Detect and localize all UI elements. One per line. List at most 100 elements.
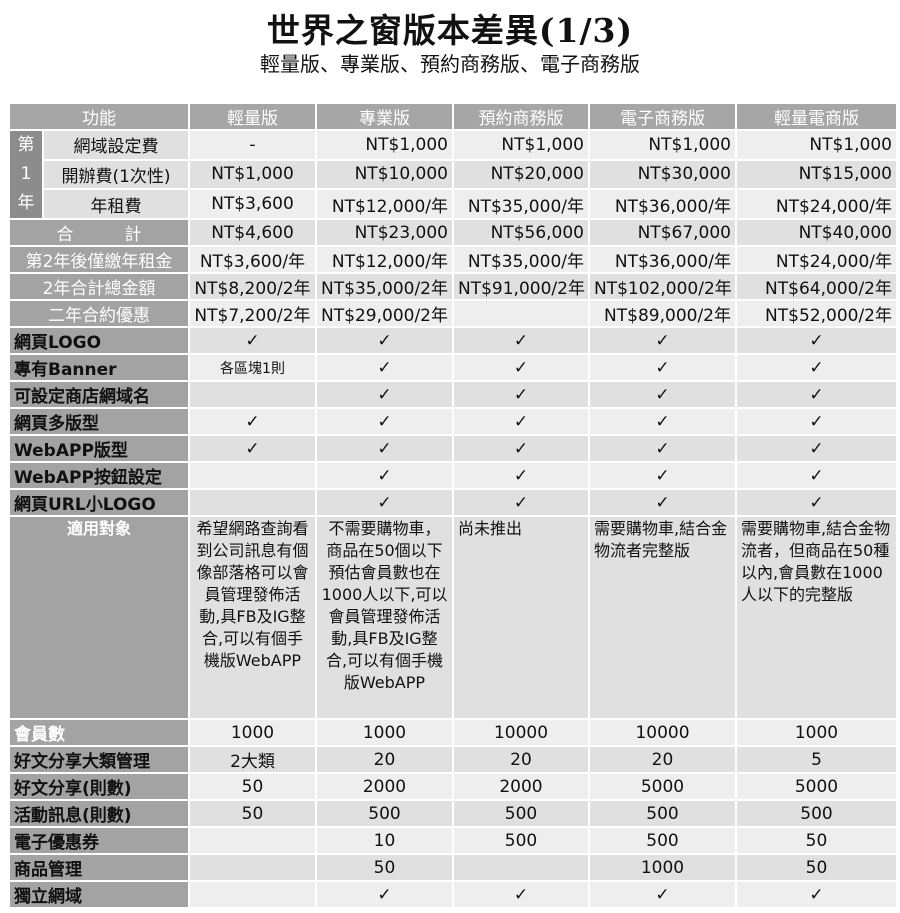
value-cell: NT$40,000 xyxy=(735,218,898,247)
value-cell: NT$1,000 xyxy=(735,129,898,161)
check-icon: ✓ xyxy=(452,461,590,490)
value-cell: - xyxy=(188,129,317,161)
value-cell xyxy=(188,380,317,409)
value-cell: 2000 xyxy=(315,772,454,801)
table-row: 年租費 NT$3,600 NT$12,000/年 NT$35,000/年 NT$36,0… xyxy=(9,188,898,220)
check-icon: ✓ xyxy=(315,353,454,382)
value-cell: NT$64,000/2年 xyxy=(735,272,898,301)
value-cell: NT$89,000/2年 xyxy=(588,299,737,328)
table-row: 網頁URL小LOGO ✓ ✓ ✓ ✓ xyxy=(8,488,898,517)
check-icon: ✓ xyxy=(588,353,737,382)
check-icon: ✓ xyxy=(315,326,454,355)
audience-cell: 不需要購物車，商品在50個以下預估會員數也在1000人以下,可以會員管理發佈活動… xyxy=(315,515,454,720)
value-cell: NT$1,000 xyxy=(588,129,737,161)
page-subtitle: 輕量版、專業版、預約商務版、電子商務版 xyxy=(260,52,640,76)
check-icon: ✓ xyxy=(188,434,317,463)
value-cell: 500 xyxy=(588,826,737,855)
value-cell: 10000 xyxy=(452,718,590,747)
page-title: 世界之窗版本差異(1/3) xyxy=(266,11,634,50)
value-cell: 500 xyxy=(315,799,454,828)
plan-header: 輕量電商版 xyxy=(735,102,898,131)
table-row: 2年合計總金額 NT$8,200/2年 NT$35,000/2年 NT$91,000/… xyxy=(8,272,898,301)
row-label: 網域設定費 xyxy=(42,129,190,161)
row-label: 網頁多版型 xyxy=(8,407,190,436)
check-icon: ✓ xyxy=(452,380,590,409)
check-icon: ✓ xyxy=(735,461,898,490)
feature-label: WebAPP版型 xyxy=(14,441,128,461)
feature-header: 功能 xyxy=(8,102,190,131)
check-icon: ✓ xyxy=(452,488,590,517)
value-cell: 2000 xyxy=(452,772,590,801)
table-row: 專有Banner 各區塊1則 ✓ ✓ ✓ ✓ xyxy=(8,353,898,382)
value-cell: 50 xyxy=(188,772,317,801)
table-row: 第 1 年網域設定費 - NT$1,000 NT$1,000 NT$1,000 NT$1,00… xyxy=(8,129,898,220)
value-cell xyxy=(188,461,317,490)
plan-header: 輕量版 xyxy=(188,102,317,131)
check-icon: ✓ xyxy=(735,880,898,909)
row-label: 獨立網域 xyxy=(8,880,190,909)
table-row: 網頁多版型 ✓ ✓ ✓ ✓ ✓ xyxy=(8,407,898,436)
value-cell: NT$24,000/年 xyxy=(735,188,898,220)
audience-cell: 需要購物車,結合金物流者，但商品在50種以內,會員數在1000人以下的完整版 xyxy=(735,515,898,720)
check-icon: ✓ xyxy=(735,407,898,436)
check-icon: ✓ xyxy=(315,880,454,909)
value-cell: NT$20,000 xyxy=(452,158,590,191)
year-label-char: 1 xyxy=(20,164,32,184)
value-cell: NT$35,000/2年 xyxy=(315,272,454,301)
table-row: 活動訊息(則數) 50 500 500 500 500 xyxy=(8,799,898,828)
row-label: 活動訊息(則數) xyxy=(8,799,190,828)
row-label: 可設定商店網域名 xyxy=(8,380,190,409)
audience-cell: 尚未推出 xyxy=(452,515,590,720)
check-icon: ✓ xyxy=(588,326,737,355)
check-icon: ✓ xyxy=(588,380,737,409)
row-label: WebAPP按鈕設定 xyxy=(8,461,190,490)
value-cell: 1000 xyxy=(315,718,454,747)
value-cell: 20 xyxy=(588,745,737,774)
table-row: WebAPP按鈕設定 ✓ ✓ ✓ ✓ xyxy=(8,461,898,490)
plan-header: 專業版 xyxy=(315,102,454,131)
value-cell: 500 xyxy=(588,799,737,828)
value-cell: NT$56,000 xyxy=(452,218,590,247)
feature-label: 可設定商店網域名 xyxy=(14,387,150,407)
value-cell: NT$3,600 xyxy=(188,188,317,220)
feature-label: 網頁URL小LOGO xyxy=(14,495,156,515)
value-cell xyxy=(188,880,317,909)
row-label: 好文分享大類管理 xyxy=(8,745,190,774)
value-cell: NT$3,600/年 xyxy=(188,245,317,274)
row-label: 商品管理 xyxy=(8,853,190,882)
value-cell: 500 xyxy=(735,799,898,828)
value-cell: 50 xyxy=(735,826,898,855)
value-cell: NT$91,000/2年 xyxy=(452,272,590,301)
value-cell: 50 xyxy=(315,853,454,882)
table-row: 第2年後僅繳年租金 NT$3,600/年 NT$12,000/年 NT$35,000/… xyxy=(8,245,898,274)
value-cell: NT$102,000/2年 xyxy=(588,272,737,301)
year-label-char: 年 xyxy=(17,193,35,213)
check-icon: ✓ xyxy=(452,880,590,909)
value-cell: 1000 xyxy=(188,718,317,747)
check-icon: ✓ xyxy=(452,434,590,463)
check-icon: ✓ xyxy=(588,461,737,490)
value-cell: 5 xyxy=(735,745,898,774)
header-row: 功能 輕量版 專業版 預約商務版 電子商務版 輕量電商版 xyxy=(8,102,898,131)
value-cell: NT$35,000/年 xyxy=(452,188,590,220)
value-cell: NT$7,200/2年 xyxy=(188,299,317,328)
value-cell: 5000 xyxy=(735,772,898,801)
value-cell xyxy=(452,299,590,328)
row-label: 合 計 xyxy=(8,218,190,247)
value-cell: NT$67,000 xyxy=(588,218,737,247)
value-cell: 10 xyxy=(315,826,454,855)
check-icon: ✓ xyxy=(735,326,898,355)
value-cell xyxy=(188,853,317,882)
check-icon: ✓ xyxy=(315,407,454,436)
row-label: 2年合計總金額 xyxy=(8,272,190,301)
check-icon: ✓ xyxy=(188,326,317,355)
value-cell xyxy=(452,853,590,882)
value-cell: NT$12,000/年 xyxy=(315,188,454,220)
check-icon: ✓ xyxy=(588,407,737,436)
value-cell: NT$30,000 xyxy=(588,158,737,191)
value-cell: NT$35,000/年 xyxy=(452,245,590,274)
value-cell: 2大類 xyxy=(188,745,317,774)
value-cell: NT$15,000 xyxy=(735,158,898,191)
value-cell: 50 xyxy=(735,853,898,882)
check-icon: ✓ xyxy=(735,353,898,382)
